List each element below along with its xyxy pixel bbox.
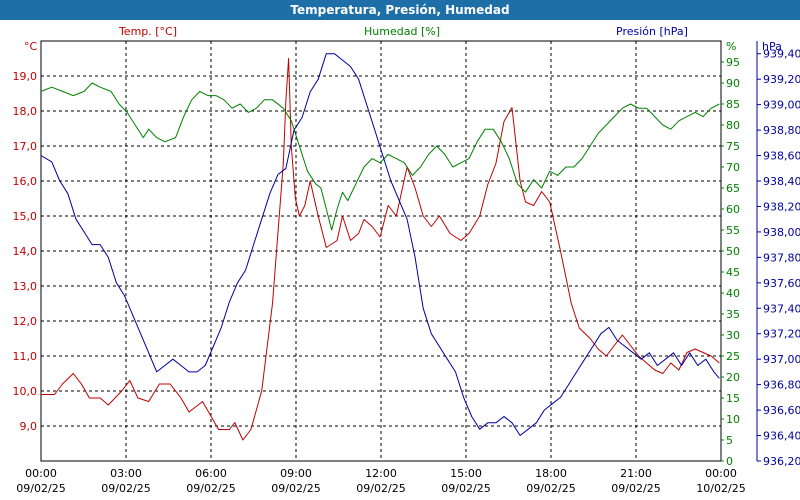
hum-tick-label: 25 — [726, 350, 740, 363]
x-date-label: 09/02/25 — [526, 482, 575, 495]
x-date-label: 09/02/25 — [611, 482, 660, 495]
pres-axis-title: Presión [hPa] — [616, 25, 688, 38]
x-date-label: 09/02/25 — [101, 482, 150, 495]
x-tick-label: 18:00 — [535, 467, 567, 480]
x-date-label: 09/02/25 — [186, 482, 235, 495]
hum-series-line — [40, 82, 720, 231]
x-date-label: 09/02/25 — [356, 482, 405, 495]
grid — [40, 40, 722, 462]
pres-tick-label: 937,80 — [763, 251, 800, 264]
temp-tick-label: 13,0 — [13, 280, 38, 293]
x-tick-label: 03:00 — [110, 467, 142, 480]
hum-tick-label: 5 — [726, 434, 733, 447]
hum-tick-label: 85 — [726, 98, 740, 111]
pres-series-line — [40, 53, 720, 436]
pres-unit-label: hPa — [762, 40, 782, 53]
pres-tick-label: 939,40 — [763, 48, 800, 61]
hum-tick-label: 70 — [726, 161, 740, 174]
hum-tick-label: 20 — [726, 371, 740, 384]
pres-tick-label: 936,60 — [763, 404, 800, 417]
temp-tick-label: 10,0 — [13, 385, 38, 398]
temp-tick-label: 12,0 — [13, 315, 38, 328]
pres-tick-label: 938,00 — [763, 226, 800, 239]
x-tick-label: 21:00 — [620, 467, 652, 480]
chart-area: 00:00 09/02/25 03:00 09/02/25 06:00 09/02/25 0… — [13, 25, 800, 495]
x-date-label: 09/02/25 — [271, 482, 320, 495]
x-date-label: 09/02/25 — [16, 482, 65, 495]
hum-tick-label: 10 — [726, 413, 740, 426]
temp-tick-label: 15,0 — [13, 210, 38, 223]
series-lines — [40, 53, 720, 441]
hum-tick-label: 35 — [726, 308, 740, 321]
pres-tick-label: 937,00 — [763, 353, 800, 366]
hum-tick-label: 55 — [726, 224, 740, 237]
hum-tick-label: 80 — [726, 119, 740, 132]
temp-tick-label: 18,0 — [13, 105, 38, 118]
hum-axis-title: Humedad [%] — [364, 25, 440, 38]
hum-tick-label: 75 — [726, 140, 740, 153]
axes: 00:00 09/02/25 03:00 09/02/25 06:00 09/02/25 0… — [13, 41, 800, 495]
x-tick-label: 00:00 — [25, 467, 57, 480]
hum-tick-label: 40 — [726, 287, 740, 300]
pres-tick-label: 938,40 — [763, 175, 800, 188]
x-tick-label: 12:00 — [365, 467, 397, 480]
temp-tick-label: 17,0 — [13, 140, 38, 153]
x-tick-label: 06:00 — [195, 467, 227, 480]
hum-unit-label: % — [726, 40, 736, 53]
x-tick-label: 09:00 — [280, 467, 312, 480]
temp-tick-label: 19,0 — [13, 70, 38, 83]
pres-tick-label: 939,20 — [763, 73, 800, 86]
pres-tick-label: 938,80 — [763, 124, 800, 137]
hum-tick-label: 30 — [726, 329, 740, 342]
pres-tick-label: 937,60 — [763, 277, 800, 290]
chart-title: Temperatura, Presión, Humedad — [0, 0, 800, 20]
x-tick-label: 00:00 — [705, 467, 737, 480]
pres-tick-label: 936,80 — [763, 379, 800, 392]
temp-axis-title: Temp. [°C] — [118, 25, 177, 38]
hum-tick-label: 15 — [726, 392, 740, 405]
temp-series-line — [41, 58, 720, 441]
temp-tick-label: 11,0 — [13, 350, 38, 363]
hum-tick-label: 95 — [726, 56, 740, 69]
hum-tick-label: 0 — [726, 455, 733, 468]
temp-tick-label: 9,0 — [20, 420, 38, 433]
pres-tick-label: 937,40 — [763, 302, 800, 315]
temp-tick-label: 16,0 — [13, 175, 38, 188]
x-date-label: 10/02/25 — [696, 482, 745, 495]
pres-tick-label: 939,00 — [763, 99, 800, 112]
x-date-label: 09/02/25 — [441, 482, 490, 495]
pres-tick-label: 936,40 — [763, 430, 800, 443]
pres-tick-label: 938,60 — [763, 150, 800, 163]
temp-tick-label: 14,0 — [13, 245, 38, 258]
hum-tick-label: 45 — [726, 266, 740, 279]
hum-tick-label: 90 — [726, 77, 740, 90]
pres-tick-label: 938,20 — [763, 200, 800, 213]
pres-tick-label: 937,20 — [763, 328, 800, 341]
hum-tick-label: 60 — [726, 203, 740, 216]
x-tick-label: 15:00 — [450, 467, 482, 480]
pres-tick-label: 936,20 — [763, 455, 800, 468]
temp-unit-label: °C — [24, 40, 38, 53]
hum-tick-label: 50 — [726, 245, 740, 258]
hum-tick-label: 65 — [726, 182, 740, 195]
